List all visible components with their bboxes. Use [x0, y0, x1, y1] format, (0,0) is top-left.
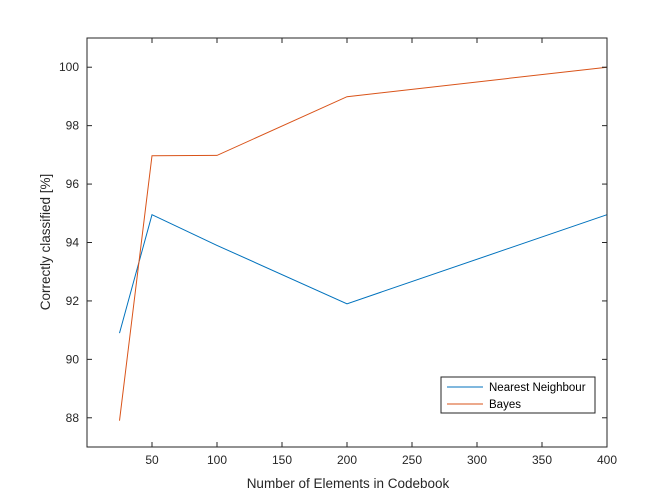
y-tick-label: 92	[66, 294, 80, 308]
x-tick-label: 50	[145, 453, 159, 467]
y-tick-label: 98	[66, 119, 80, 133]
series-line-bayes	[119, 66, 608, 421]
legend-label-bayes: Bayes	[489, 399, 521, 411]
series-line-nearest-neighbour	[119, 213, 608, 334]
x-tick-label: 300	[467, 453, 487, 467]
x-axis-title: Number of Elements in Codebook	[247, 476, 450, 491]
y-tick-label: 90	[66, 352, 80, 366]
x-tick-label: 350	[532, 453, 552, 467]
y-tick-label: 94	[66, 236, 80, 250]
x-tick-label: 250	[402, 453, 422, 467]
y-tick-label: 88	[66, 411, 80, 425]
y-tick-label: 100	[59, 60, 79, 74]
legend-label-nearest-neighbour: Nearest Neighbour	[489, 382, 586, 394]
y-axis: 88 90 92 94 96 98 100	[59, 60, 607, 425]
legend: Nearest Neighbour Bayes	[440, 376, 596, 414]
series-layer	[119, 66, 608, 421]
x-tick-label: 200	[337, 453, 357, 467]
legend-box	[440, 376, 596, 414]
x-tick-label: 150	[272, 453, 292, 467]
y-tick-label: 96	[66, 177, 80, 191]
x-tick-label: 100	[207, 453, 227, 467]
x-tick-label: 400	[597, 453, 617, 467]
x-axis: 50 100 150 200 250 300 350 400	[145, 38, 617, 467]
y-axis-title: Correctly classified [%]	[38, 174, 53, 311]
